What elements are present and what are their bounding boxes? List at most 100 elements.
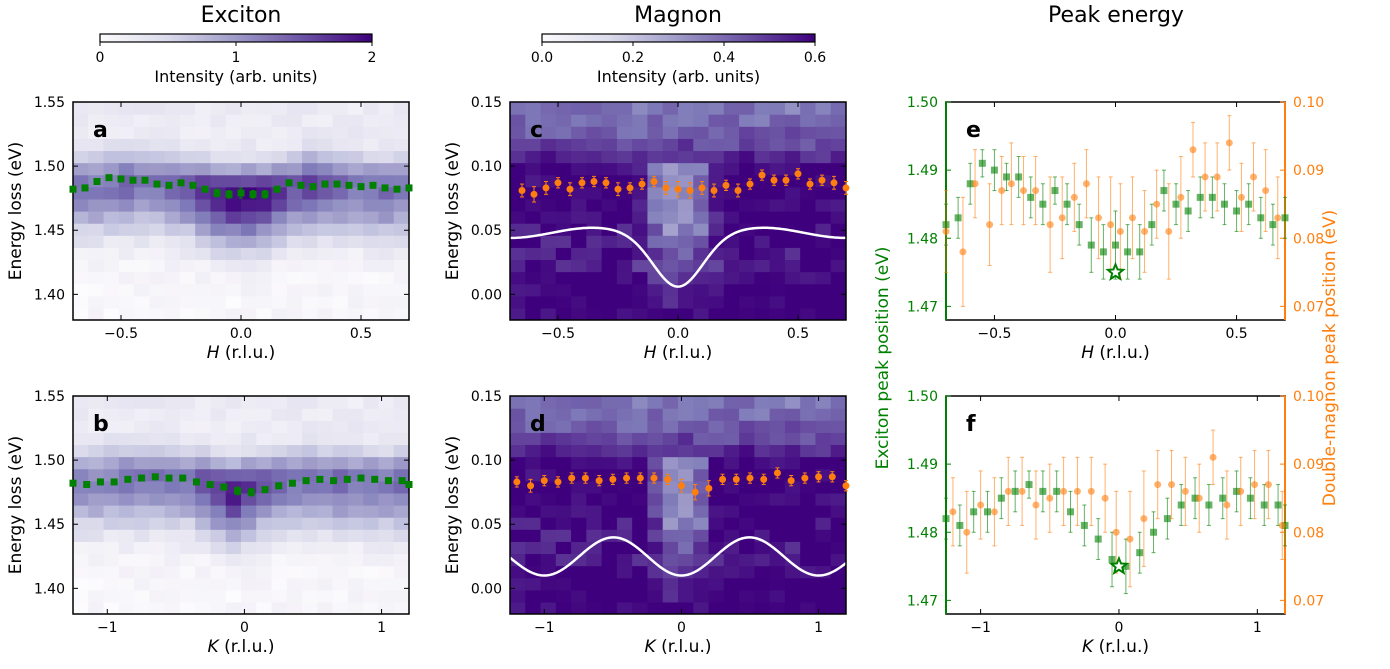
heatmap-cell	[225, 444, 242, 458]
heatmap-cell	[540, 601, 557, 614]
heatmap-cell	[540, 553, 557, 567]
heatmap-cell	[286, 186, 303, 200]
heatmap-cell	[195, 492, 212, 506]
data-point	[1205, 501, 1213, 509]
heatmap-cell	[118, 114, 135, 127]
colorbar-magnon-bar	[541, 33, 816, 43]
heatmap-cell	[815, 408, 832, 421]
heatmap-cell	[149, 456, 166, 470]
heatmap-cell	[286, 529, 303, 542]
heatmap-cell	[616, 480, 633, 494]
heatmap-cell	[88, 126, 105, 139]
data-point	[1233, 207, 1241, 215]
heatmap-cell	[241, 211, 257, 224]
panel-letter: a	[93, 118, 108, 143]
heatmap-cell	[73, 553, 89, 567]
heatmap-cell	[393, 420, 409, 433]
heatmap-cell	[525, 408, 542, 421]
heatmap-cell	[332, 432, 349, 446]
heatmap-cell	[708, 529, 725, 542]
data-point	[1058, 214, 1066, 222]
heatmap-cell	[616, 444, 633, 458]
heatmap-cell	[241, 307, 257, 320]
heatmap-cell	[693, 553, 710, 567]
heatmap-cell	[179, 259, 196, 273]
heatmap-cell	[271, 150, 288, 164]
heatmap-cell	[601, 198, 618, 212]
heatmap-cell	[616, 396, 633, 409]
data-point	[554, 179, 562, 187]
heatmap-cell	[815, 198, 832, 212]
heatmap-cell	[708, 480, 725, 494]
heatmap-cell	[149, 126, 166, 139]
data-point	[614, 185, 622, 193]
heatmap-cell	[647, 565, 664, 579]
heatmap-cell	[302, 211, 318, 224]
heatmap-cell	[271, 247, 288, 261]
heatmap-cell	[678, 505, 694, 518]
heatmap-cell	[571, 565, 587, 579]
heatmap-cell	[103, 589, 120, 603]
data-point	[302, 477, 310, 485]
heatmap-cell	[256, 307, 273, 320]
heatmap-cell	[149, 553, 166, 567]
heatmap-cell	[647, 150, 664, 164]
heatmap-cell	[586, 247, 603, 261]
heatmap-cell	[586, 505, 603, 518]
heatmap-cell	[73, 468, 89, 482]
heatmap-cell	[647, 444, 664, 458]
heatmap-cell	[164, 529, 181, 542]
heatmap-cell	[555, 601, 572, 614]
heatmap-cell	[647, 408, 664, 421]
heatmap-cell	[800, 396, 817, 409]
heatmap-cell	[210, 295, 227, 309]
heatmap-cell	[678, 517, 694, 530]
heatmap-cell	[678, 174, 694, 188]
heatmap-cell	[317, 553, 334, 567]
data-point	[201, 185, 209, 193]
heatmap-cell	[164, 307, 181, 320]
heatmap-cell	[103, 162, 120, 176]
heatmap-cell	[103, 529, 120, 542]
colorbar-magnon-label: Intensity (arb. units)	[597, 67, 760, 86]
data-point	[1160, 187, 1168, 195]
heatmap-cell	[179, 283, 196, 297]
heatmap-cell	[393, 517, 409, 530]
heatmap-cell	[784, 589, 801, 603]
heatmap-cell	[769, 396, 786, 409]
heatmap-cell	[616, 420, 633, 433]
heatmap-cell	[616, 517, 633, 530]
heatmap-cell	[210, 565, 227, 579]
heatmap-cell	[332, 162, 349, 176]
heatmap-cell	[693, 565, 710, 579]
heatmap-cell	[525, 271, 542, 285]
heatmap-cell	[662, 247, 679, 261]
heatmap-cell	[540, 408, 557, 421]
heatmap-cell	[88, 235, 105, 248]
data-point	[1112, 528, 1120, 536]
heatmap-cell	[586, 259, 603, 273]
heatmap-cell	[662, 102, 679, 115]
heatmap-cell	[134, 565, 150, 579]
heatmap-cell	[815, 480, 832, 494]
x-tick-label: 0	[677, 620, 686, 636]
data-point	[1201, 173, 1209, 181]
heatmap-cell	[540, 541, 557, 555]
heatmap-cell	[800, 295, 817, 309]
x-tick-label: −0.5	[541, 326, 575, 342]
colorbar-exciton-label: Intensity (arb. units)	[154, 67, 317, 86]
heatmap-cell	[103, 223, 120, 236]
heatmap-cell	[525, 529, 542, 542]
heatmap-cell	[754, 505, 771, 518]
x-tick-label: 0.0	[230, 326, 252, 342]
heatmap-cell	[73, 259, 89, 273]
heatmap-cell	[601, 492, 618, 506]
heatmap-cell	[241, 174, 257, 188]
heatmap-cell	[647, 283, 664, 297]
heatmap-cell	[510, 211, 526, 224]
y-tick-label: 0.00	[471, 287, 502, 303]
heatmap-cell	[149, 283, 166, 297]
heatmap-cell	[393, 247, 409, 261]
heatmap-cell	[815, 247, 832, 261]
heatmap-cell	[739, 505, 755, 518]
